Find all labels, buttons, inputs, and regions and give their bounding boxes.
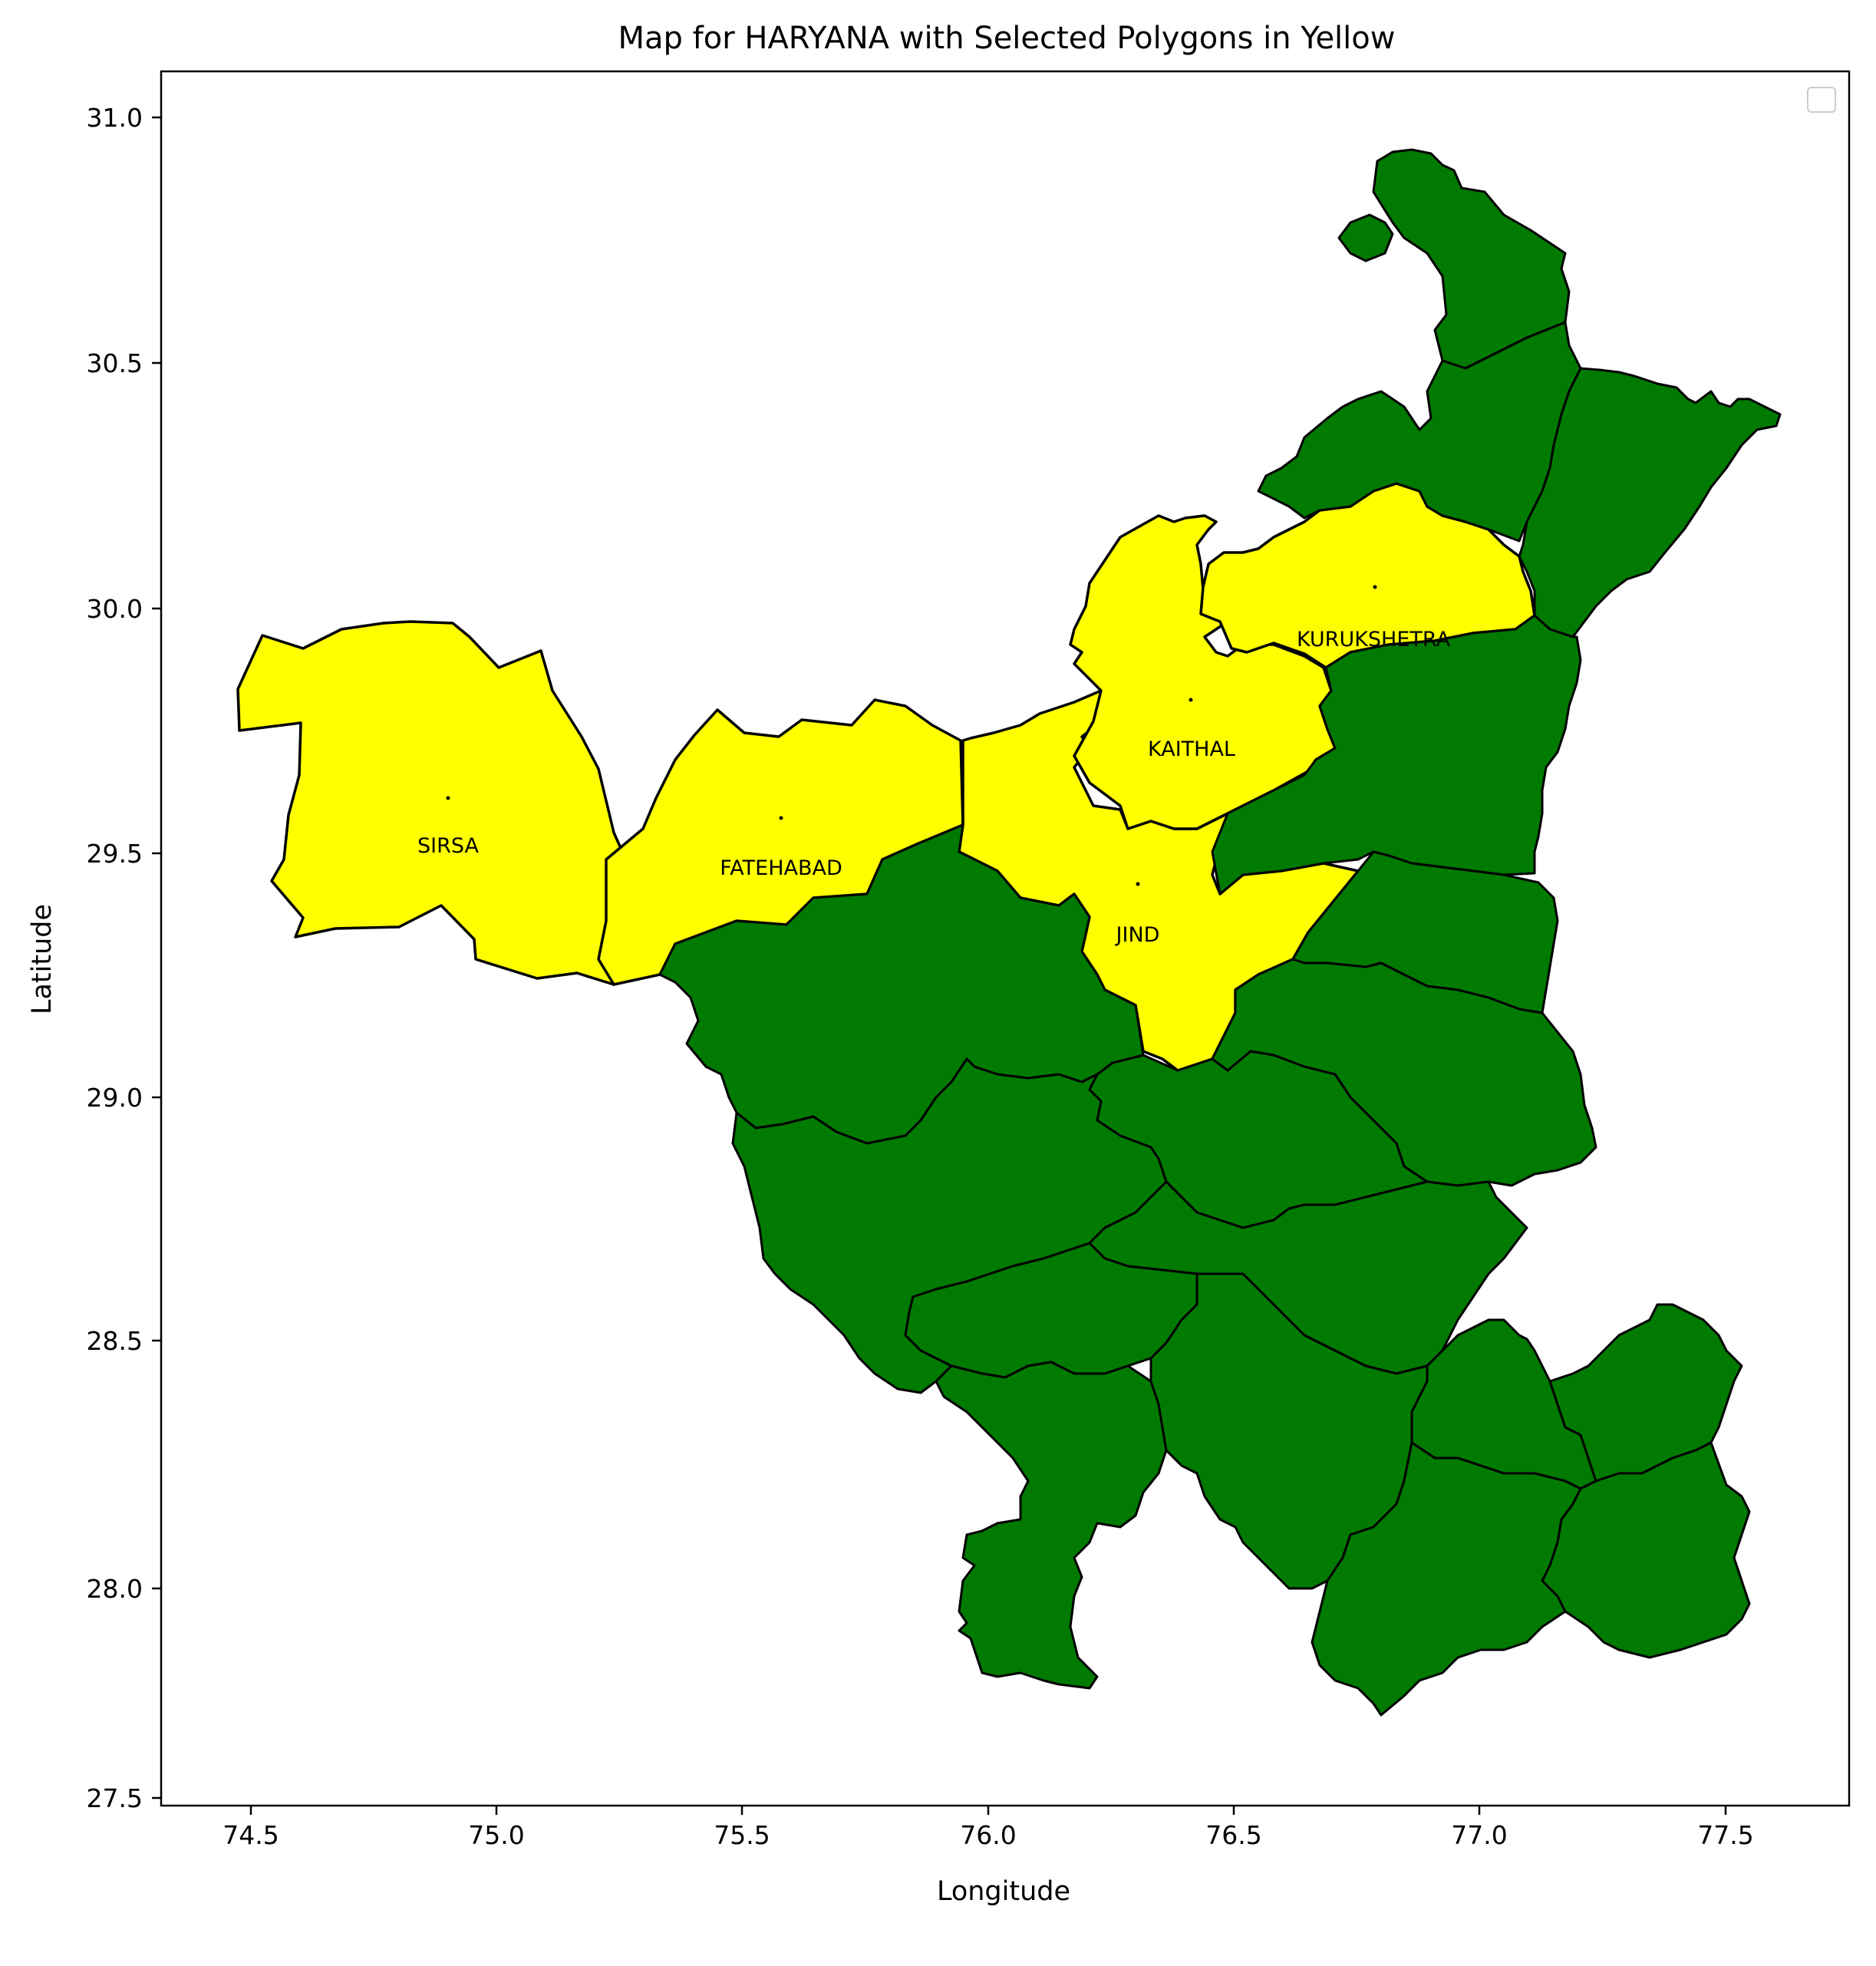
y-tick-label: 27.5: [87, 1783, 143, 1813]
district-polygon-other: [1337, 148, 1571, 370]
centroid-dot-kaithal: [1189, 698, 1193, 702]
x-tick-label: 76.0: [960, 1820, 1016, 1850]
y-tick-label: 29.5: [87, 839, 143, 869]
x-tick-label: 75.5: [714, 1820, 770, 1850]
centroid-dot-fatehabad: [779, 816, 783, 820]
district-polygon-other: [1518, 367, 1782, 638]
district-labels: SIRSA FATEHABAD KAITHAL JIND KURUKSHETRA: [417, 628, 1451, 947]
y-tick-label: 31.0: [87, 103, 143, 133]
x-tick-label: 75.0: [468, 1820, 524, 1850]
y-tick-label: 30.0: [87, 594, 143, 624]
district-polygon-other: [1211, 614, 1582, 896]
district-label-kurukshetra: KURUKSHETRA: [1297, 628, 1451, 651]
x-tick-label: 77.0: [1451, 1820, 1507, 1850]
centroid-dot-jind: [1136, 882, 1140, 886]
district-polygon-kaithal: [1069, 514, 1337, 830]
district-polygon-sirsa: [236, 620, 631, 986]
district-label-kaithal: KAITHAL: [1148, 737, 1235, 761]
district-polygon-other: [1311, 1441, 1582, 1717]
district-polygons: [236, 148, 1782, 1717]
y-axis: 27.5 28.0 28.5 29.0 29.5 30.0 30.5 31.0 …: [27, 103, 161, 1813]
y-axis-label: Latitude: [27, 904, 58, 1014]
y-tick-label: 28.5: [87, 1326, 143, 1356]
y-tick-label: 30.5: [87, 348, 143, 378]
x-axis: 74.5 75.0 75.5 76.0 76.5 77.0 77.5 Longi…: [223, 1806, 1754, 1907]
district-label-jind: JIND: [1115, 923, 1160, 947]
legend-box: [1807, 87, 1836, 113]
y-tick-label: 28.0: [87, 1574, 143, 1604]
x-tick-label: 77.5: [1697, 1820, 1753, 1850]
district-polygon-other: [1541, 1441, 1751, 1659]
district-label-sirsa: SIRSA: [417, 834, 480, 858]
x-axis-label: Longitude: [937, 1876, 1070, 1907]
axes-frame: [160, 70, 1851, 1807]
centroid-dot-sirsa: [446, 796, 450, 800]
x-tick-label: 76.5: [1205, 1820, 1261, 1850]
x-tick-label: 74.5: [223, 1820, 279, 1850]
district-label-fatehabad: FATEHABAD: [720, 856, 842, 880]
centroid-dot-kurukshetra: [1373, 585, 1377, 589]
district-polygon-other: [1548, 1303, 1743, 1483]
chart-title: Map for HARYANA with Selected Polygons i…: [618, 21, 1396, 56]
centroid-markers: [446, 585, 1377, 886]
y-tick-label: 29.0: [87, 1083, 143, 1113]
